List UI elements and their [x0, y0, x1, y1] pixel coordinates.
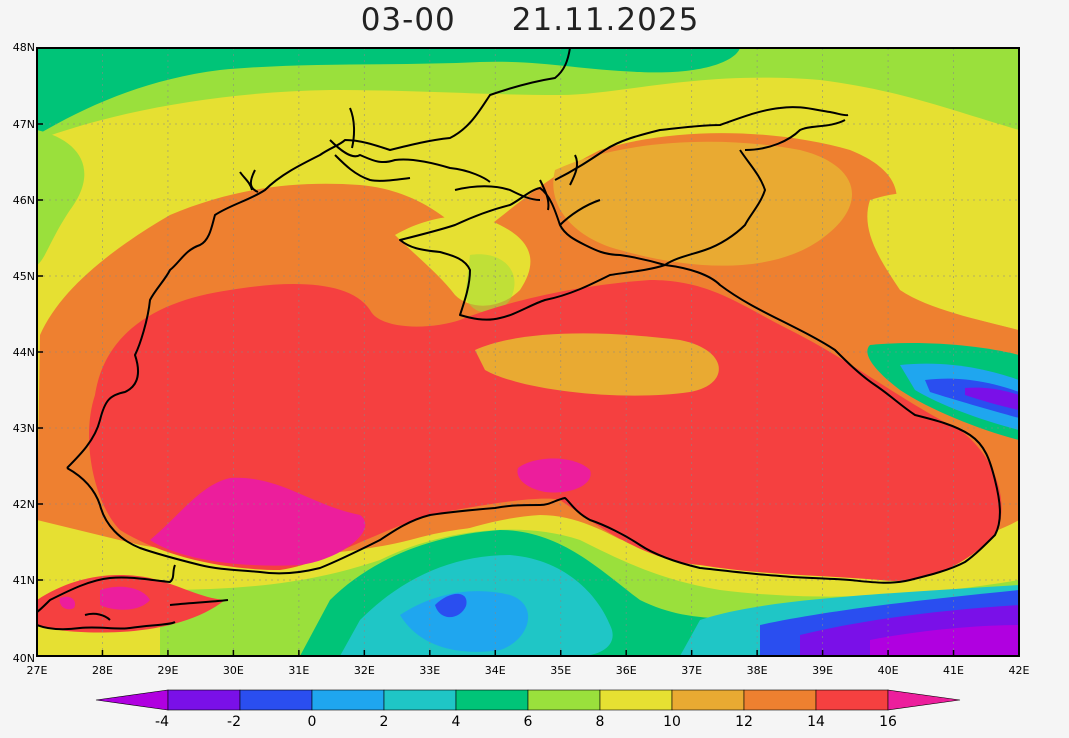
colorbar-arrow-high [887, 689, 961, 711]
colorbar-bin [671, 689, 745, 711]
lon-label: 41E [943, 664, 964, 677]
lat-label: 46N [13, 194, 35, 207]
lon-label: 38E [747, 664, 768, 677]
lon-label: 27E [27, 664, 48, 677]
lat-label: 48N [13, 41, 35, 54]
colorbar-bin [815, 689, 889, 711]
colorbar-bin [455, 689, 529, 711]
colorbar-tick-label: 14 [807, 714, 825, 730]
lon-label: 30E [223, 664, 244, 677]
colorbar-tick-label: 2 [380, 714, 389, 730]
title-time: 03-00 [360, 2, 456, 38]
title-date: 21.11.2025 [511, 2, 700, 38]
colorbar-bin [167, 689, 241, 711]
lon-label: 31E [288, 664, 309, 677]
colorbar-bin [527, 689, 601, 711]
coastline [37, 48, 1001, 631]
lon-label: 34E [485, 664, 506, 677]
colorbar-tick-label: 12 [735, 714, 753, 730]
colorbar [95, 689, 961, 711]
colorbar-tick-label: -4 [155, 714, 169, 730]
latitude-axis: 48N 47N 46N 45N 44N 43N 42N 41N 40N [13, 41, 43, 665]
colorbar-bin [599, 689, 673, 711]
map-title: 03-00 21.11.2025 [0, 2, 1060, 38]
temperature-field [37, 48, 1019, 656]
colorbar-tick-label: 0 [308, 714, 317, 730]
colorbar-arrow-low [95, 689, 169, 711]
lon-label: 37E [681, 664, 702, 677]
lat-label: 44N [13, 346, 35, 359]
lat-label: 45N [13, 270, 35, 283]
colorbar-bin [743, 689, 817, 711]
lat-label: 42N [13, 498, 35, 511]
lat-label: 47N [13, 118, 35, 131]
colorbar-tick-label: -2 [227, 714, 241, 730]
colorbar-bin [311, 689, 385, 711]
colorbar-tick-label: 6 [524, 714, 533, 730]
lat-label: 43N [13, 422, 35, 435]
lon-label: 42E [1009, 664, 1030, 677]
lat-label: 40N [13, 652, 35, 665]
lon-label: 32E [354, 664, 375, 677]
lon-label: 36E [616, 664, 637, 677]
colorbar-tick-label: 16 [879, 714, 897, 730]
lon-label: 35E [550, 664, 571, 677]
lon-label: 28E [92, 664, 113, 677]
colorbar-bin [383, 689, 457, 711]
grid-lines [37, 48, 1019, 656]
lon-label: 39E [812, 664, 833, 677]
colorbar-bin [239, 689, 313, 711]
lon-label: 40E [878, 664, 899, 677]
colorbar-tick-label: 10 [663, 714, 681, 730]
colorbar-tick-label: 8 [596, 714, 605, 730]
lon-label: 33E [419, 664, 440, 677]
lon-label: 29E [157, 664, 178, 677]
colorbar-tick-label: 4 [452, 714, 461, 730]
colorbar-labels: -4 -2 0 2 4 6 8 10 12 14 16 [155, 714, 897, 730]
longitude-axis: 27E 28E 29E 30E 31E 32E 33E 34E 35E 36E 37E 38E 39E 4… [27, 650, 1030, 677]
lat-label: 41N [13, 574, 35, 587]
